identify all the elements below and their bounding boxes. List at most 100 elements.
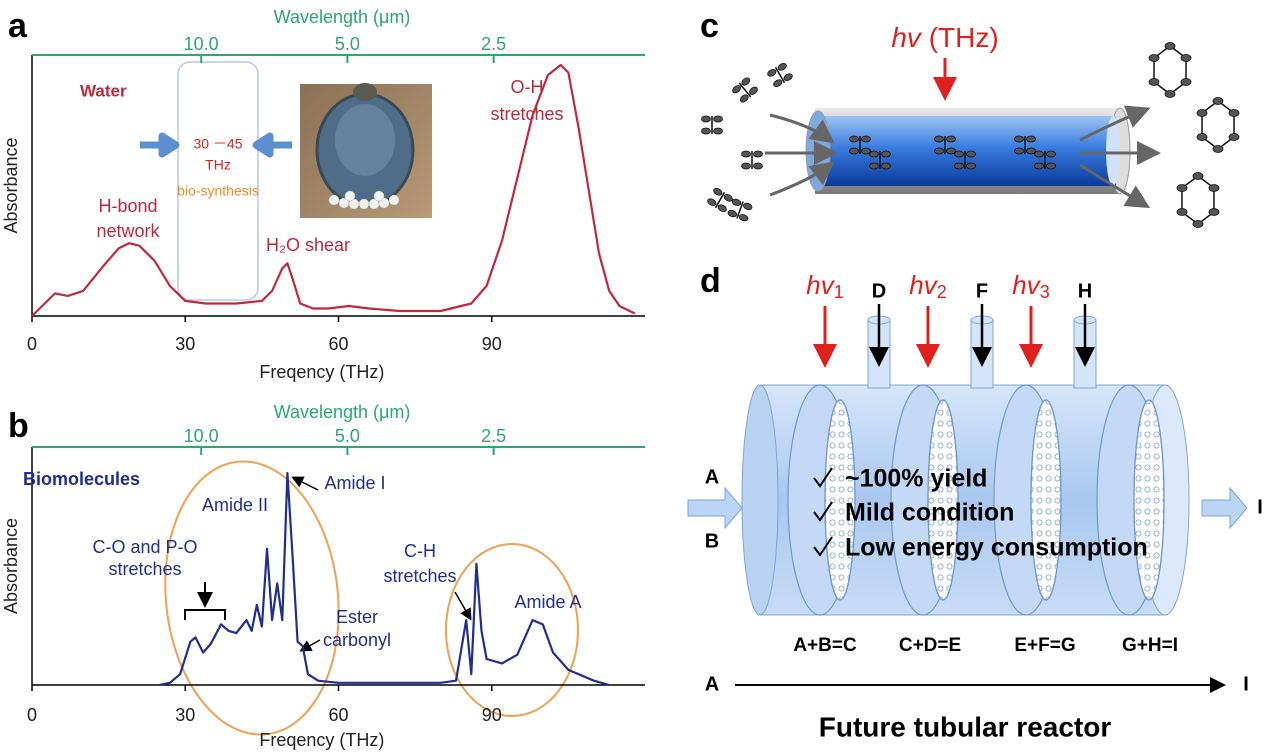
light-label: hv2 <box>909 270 946 302</box>
atom <box>1164 90 1176 98</box>
ring <box>1181 175 1215 225</box>
atom <box>742 202 753 211</box>
annotation: 30 －45 <box>193 136 242 152</box>
bracket <box>184 609 226 620</box>
light-label: hv1 <box>806 270 843 302</box>
light-label: hv (THz) <box>891 22 998 53</box>
atom <box>954 162 964 170</box>
atom <box>1176 184 1188 192</box>
turtle-photo <box>300 83 432 218</box>
x-tick-label: 90 <box>482 705 502 725</box>
annotation: C-O and P-O <box>92 537 197 557</box>
atom <box>701 127 711 135</box>
atom <box>741 162 751 170</box>
annotation: C-H <box>404 541 436 561</box>
x-tick-label: 60 <box>328 705 348 725</box>
molecule <box>727 198 753 222</box>
panel-label: d <box>700 262 721 300</box>
feature: Mild condition <box>845 499 1014 527</box>
flow-start: A <box>705 673 719 695</box>
annotation: stretches <box>108 559 181 579</box>
atom <box>934 147 944 155</box>
atom <box>1208 208 1220 216</box>
atom <box>861 147 871 155</box>
molecule <box>707 187 733 213</box>
atom <box>1164 42 1176 50</box>
tube <box>765 58 1161 209</box>
annotation: THz <box>205 157 231 173</box>
ring <box>1153 45 1187 95</box>
annotation: Biomolecules <box>23 469 140 489</box>
bond <box>774 66 786 84</box>
atom <box>1196 133 1208 141</box>
flow-end: I <box>1243 673 1249 695</box>
annotation: Amide I <box>324 473 385 493</box>
x2-tick-label: 10.0 <box>184 34 219 54</box>
bond <box>738 82 752 98</box>
molecule <box>741 150 763 170</box>
reaction: A+B=C <box>793 635 857 656</box>
atom <box>1208 184 1220 192</box>
reactor <box>687 304 1248 693</box>
feed-label: H <box>1078 280 1092 302</box>
light-symbol: hv <box>909 270 938 300</box>
atom <box>1196 109 1208 117</box>
reaction: C+D=E <box>899 635 961 656</box>
pointer <box>291 476 319 491</box>
inset-box <box>177 61 259 301</box>
atom <box>1180 54 1192 62</box>
light-symbol: hv <box>891 22 923 53</box>
bond <box>714 191 726 209</box>
atom <box>1026 135 1036 143</box>
atom <box>861 135 871 143</box>
atom <box>767 68 777 77</box>
light-label: hv3 <box>1012 270 1049 302</box>
light-unit: (THz) <box>929 22 999 53</box>
light-subscript: 1 <box>834 282 844 302</box>
annotation: Amide II <box>202 495 268 515</box>
highlight-ellipse <box>164 460 340 736</box>
feed-label: D <box>872 280 886 302</box>
molecule <box>954 150 976 170</box>
annotation: bio-synthesis <box>177 183 259 199</box>
atom <box>713 187 723 196</box>
atom <box>1180 78 1192 86</box>
atom <box>727 209 738 218</box>
x-tick-label: 0 <box>27 705 37 725</box>
atom <box>881 162 891 170</box>
atom <box>1228 133 1240 141</box>
atom <box>741 77 751 86</box>
x2-tick-label: 2.5 <box>481 426 506 446</box>
atom <box>749 86 758 95</box>
panel-label: a <box>8 7 28 45</box>
annotation: network <box>96 221 160 241</box>
atom <box>713 127 723 135</box>
molecule <box>1014 135 1036 155</box>
atom <box>1014 147 1024 155</box>
atom <box>881 150 891 158</box>
x2-axis-title: Wavelength (μm) <box>274 7 411 27</box>
atom <box>1046 150 1056 158</box>
highlight-ellipse <box>445 543 579 717</box>
atom <box>1026 147 1036 155</box>
output-label: I <box>1257 496 1263 518</box>
atom <box>1192 220 1204 228</box>
light-symbol: hv <box>1012 270 1041 300</box>
ring <box>1201 100 1235 150</box>
annotation: Ester <box>336 607 378 627</box>
product-molecule <box>1148 42 1192 98</box>
atom <box>732 85 741 94</box>
input-label: B <box>705 530 719 552</box>
feature: Low energy consumption <box>845 534 1148 562</box>
molecule <box>934 135 956 155</box>
pointer <box>299 639 321 652</box>
x2-tick-label: 5.0 <box>335 34 360 54</box>
annotation: H-bond <box>98 196 157 216</box>
panel-label: b <box>8 407 29 445</box>
atom <box>1148 54 1160 62</box>
atom <box>777 62 787 71</box>
reaction: E+F=G <box>1014 635 1075 656</box>
atom <box>849 147 859 155</box>
atom <box>773 79 783 88</box>
molecules <box>701 42 1240 228</box>
